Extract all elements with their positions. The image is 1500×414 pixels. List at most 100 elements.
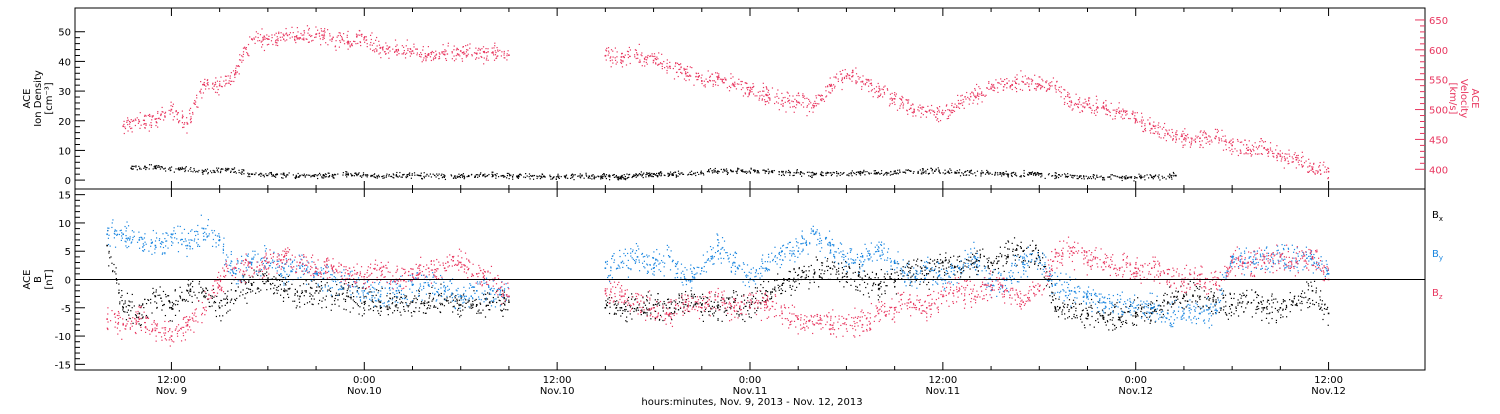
data-sample	[926, 168, 929, 171]
data-sample	[183, 123, 185, 125]
data-sample	[272, 293, 275, 295]
data-sample	[1231, 144, 1233, 147]
data-sample	[939, 259, 942, 261]
data-point	[837, 172, 840, 175]
data-sample	[1054, 87, 1056, 89]
data-sample	[1052, 292, 1054, 294]
data-sample	[917, 109, 919, 111]
data-sample	[756, 287, 758, 289]
data-sample	[299, 37, 301, 39]
data-point	[1215, 135, 1217, 138]
data-sample	[1041, 175, 1043, 177]
data-point	[315, 33, 317, 36]
data-sample	[1162, 137, 1165, 139]
data-sample	[733, 292, 735, 294]
data-sample	[335, 49, 337, 51]
data-sample	[188, 109, 191, 111]
data-sample	[281, 177, 283, 179]
data-sample	[865, 286, 867, 289]
data-sample	[1049, 87, 1051, 89]
data-sample	[968, 103, 970, 105]
data-sample	[155, 168, 157, 170]
data-sample	[906, 266, 909, 268]
data-sample	[805, 274, 808, 276]
data-sample	[610, 66, 612, 68]
data-point	[1295, 304, 1298, 306]
data-sample	[383, 177, 385, 179]
data-sample	[966, 266, 968, 268]
data-sample	[315, 26, 317, 28]
data-sample	[1240, 150, 1242, 152]
data-sample	[275, 32, 277, 34]
data-sample	[478, 312, 480, 314]
data-sample	[361, 287, 363, 289]
data-sample	[837, 270, 840, 272]
data-sample	[660, 175, 662, 177]
data-point	[636, 174, 639, 177]
data-sample	[1119, 177, 1121, 179]
data-sample	[1021, 261, 1023, 263]
data-sample	[1191, 137, 1193, 139]
data-sample	[1167, 175, 1169, 177]
data-sample	[462, 175, 464, 177]
data-sample	[1182, 146, 1184, 148]
data-sample	[1055, 91, 1057, 93]
data-sample	[155, 302, 158, 304]
data-sample	[300, 32, 302, 35]
data-sample	[756, 290, 758, 292]
data-sample	[765, 299, 767, 302]
data-sample	[496, 173, 498, 175]
data-sample	[190, 121, 192, 123]
data-sample	[1096, 174, 1098, 176]
data-sample	[874, 172, 876, 174]
data-sample	[942, 172, 944, 174]
data-sample	[906, 109, 908, 111]
data-sample	[625, 64, 628, 66]
data-sample	[720, 168, 722, 171]
data-sample	[267, 277, 269, 279]
data-sample	[489, 302, 491, 304]
data-sample	[370, 41, 372, 44]
data-sample	[216, 170, 218, 172]
data-sample	[366, 174, 368, 176]
data-sample	[276, 39, 278, 41]
data-sample	[344, 300, 347, 303]
data-sample	[1248, 140, 1250, 142]
data-sample	[355, 35, 358, 37]
data-sample	[277, 289, 279, 292]
data-sample	[1099, 313, 1101, 315]
data-sample	[399, 311, 401, 313]
data-sample	[1014, 254, 1017, 256]
data-sample	[1159, 126, 1161, 128]
data-sample	[236, 297, 238, 300]
data-sample	[796, 286, 798, 288]
data-sample	[746, 302, 748, 304]
data-sample	[169, 168, 171, 170]
data-sample	[350, 173, 352, 175]
data-sample	[867, 292, 870, 294]
data-point	[668, 173, 671, 175]
data-sample	[446, 300, 448, 302]
data-sample	[343, 308, 345, 310]
data-sample	[727, 172, 729, 174]
data-sample	[297, 37, 300, 39]
data-sample	[954, 171, 956, 173]
data-sample	[723, 169, 725, 171]
data-sample	[867, 78, 869, 81]
data-sample	[392, 297, 394, 299]
data-sample	[204, 168, 207, 171]
data-sample	[617, 309, 619, 312]
data-sample	[1035, 88, 1037, 90]
data-sample	[570, 177, 572, 179]
data-sample	[286, 290, 288, 292]
data-sample	[1114, 303, 1116, 306]
data-point	[1263, 306, 1266, 309]
data-sample	[150, 126, 152, 128]
data-sample	[118, 291, 120, 294]
data-sample	[868, 296, 870, 298]
data-sample	[936, 261, 938, 263]
data-sample	[886, 88, 889, 90]
data-sample	[609, 57, 611, 59]
data-sample	[644, 56, 647, 58]
